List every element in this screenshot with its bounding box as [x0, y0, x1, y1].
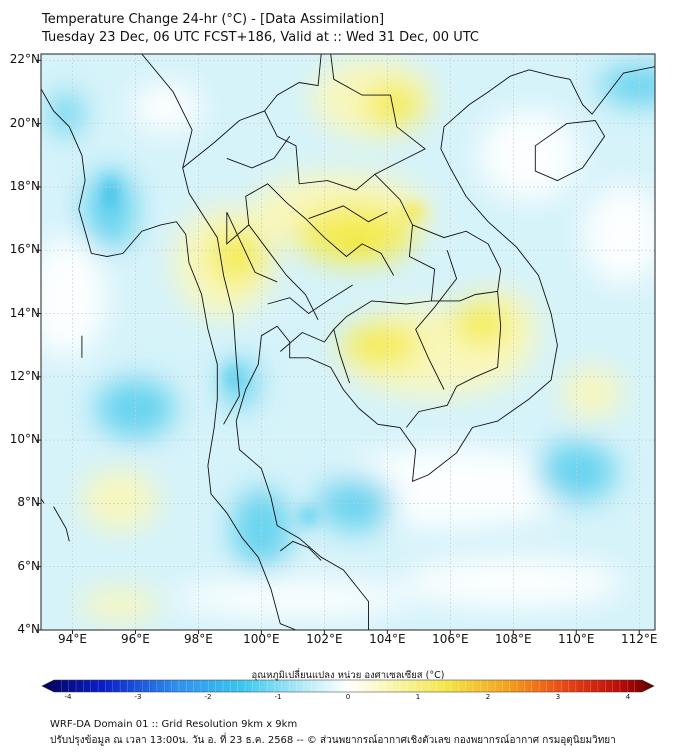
colorbar-gradient [41, 679, 655, 693]
longitude-label: 106°E [432, 632, 469, 646]
longitude-label: 98°E [183, 632, 213, 646]
longitude-label: 112°E [621, 632, 658, 646]
colorbar [41, 679, 655, 693]
longitude-label: 100°E [243, 632, 280, 646]
longitude-label: 104°E [369, 632, 406, 646]
longitude-label: 96°E [121, 632, 150, 646]
longitude-label: 94°E [58, 632, 87, 646]
colorbar-tick-label: 2 [485, 693, 491, 701]
latitude-label: 6°N [17, 558, 40, 573]
longitude-label: 110°E [558, 632, 595, 646]
colorbar-tick-label: 0 [345, 693, 351, 701]
map-subtitle: Tuesday 23 Dec, 06 UTC FCST+186, Valid a… [42, 30, 479, 45]
colorbar-tick-label: 1 [415, 693, 421, 701]
colorbar-tick-label: -1 [274, 693, 282, 701]
map-title: Temperature Change 24-hr (°C) - [Data As… [42, 12, 385, 27]
footer-credit: ปรับปรุงข้อมูล ณ เวลา 13:00น. วัน อ. ที่… [50, 735, 616, 746]
longitude-label: 108°E [495, 632, 532, 646]
colorbar-tick-label: -4 [64, 693, 72, 701]
latitude-label: 8°N [17, 495, 40, 510]
colorbar-tick-label: 4 [625, 693, 631, 701]
colorbar-tick-label: 3 [555, 693, 561, 701]
latitude-label: 20°N [9, 115, 40, 130]
colorbar-tick-label: -3 [134, 693, 142, 701]
longitude-label: 102°E [306, 632, 343, 646]
colorbar-tick-label: -2 [204, 693, 212, 701]
latitude-label: 12°N [9, 368, 40, 383]
latitude-label: 16°N [9, 242, 40, 257]
colorbar-title: อุณหภูมิเปลี่ยนแปลง หน่วย องศาเซลเซียส (… [251, 670, 445, 681]
latitude-label: 14°N [9, 305, 40, 320]
latitude-label: 4°N [17, 622, 40, 636]
lat-lon-gridlines [41, 54, 655, 630]
latitude-label: 10°N [9, 432, 40, 447]
footer-model-info: WRF-DA Domain 01 :: Grid Resolution 9km … [50, 719, 298, 730]
latitude-label: 18°N [9, 178, 40, 193]
map-frame [40, 53, 656, 631]
coastlines-and-borders [41, 54, 655, 630]
latitude-label: 22°N [9, 52, 40, 67]
axis-ticks [37, 59, 640, 634]
temperature-field [41, 54, 655, 630]
